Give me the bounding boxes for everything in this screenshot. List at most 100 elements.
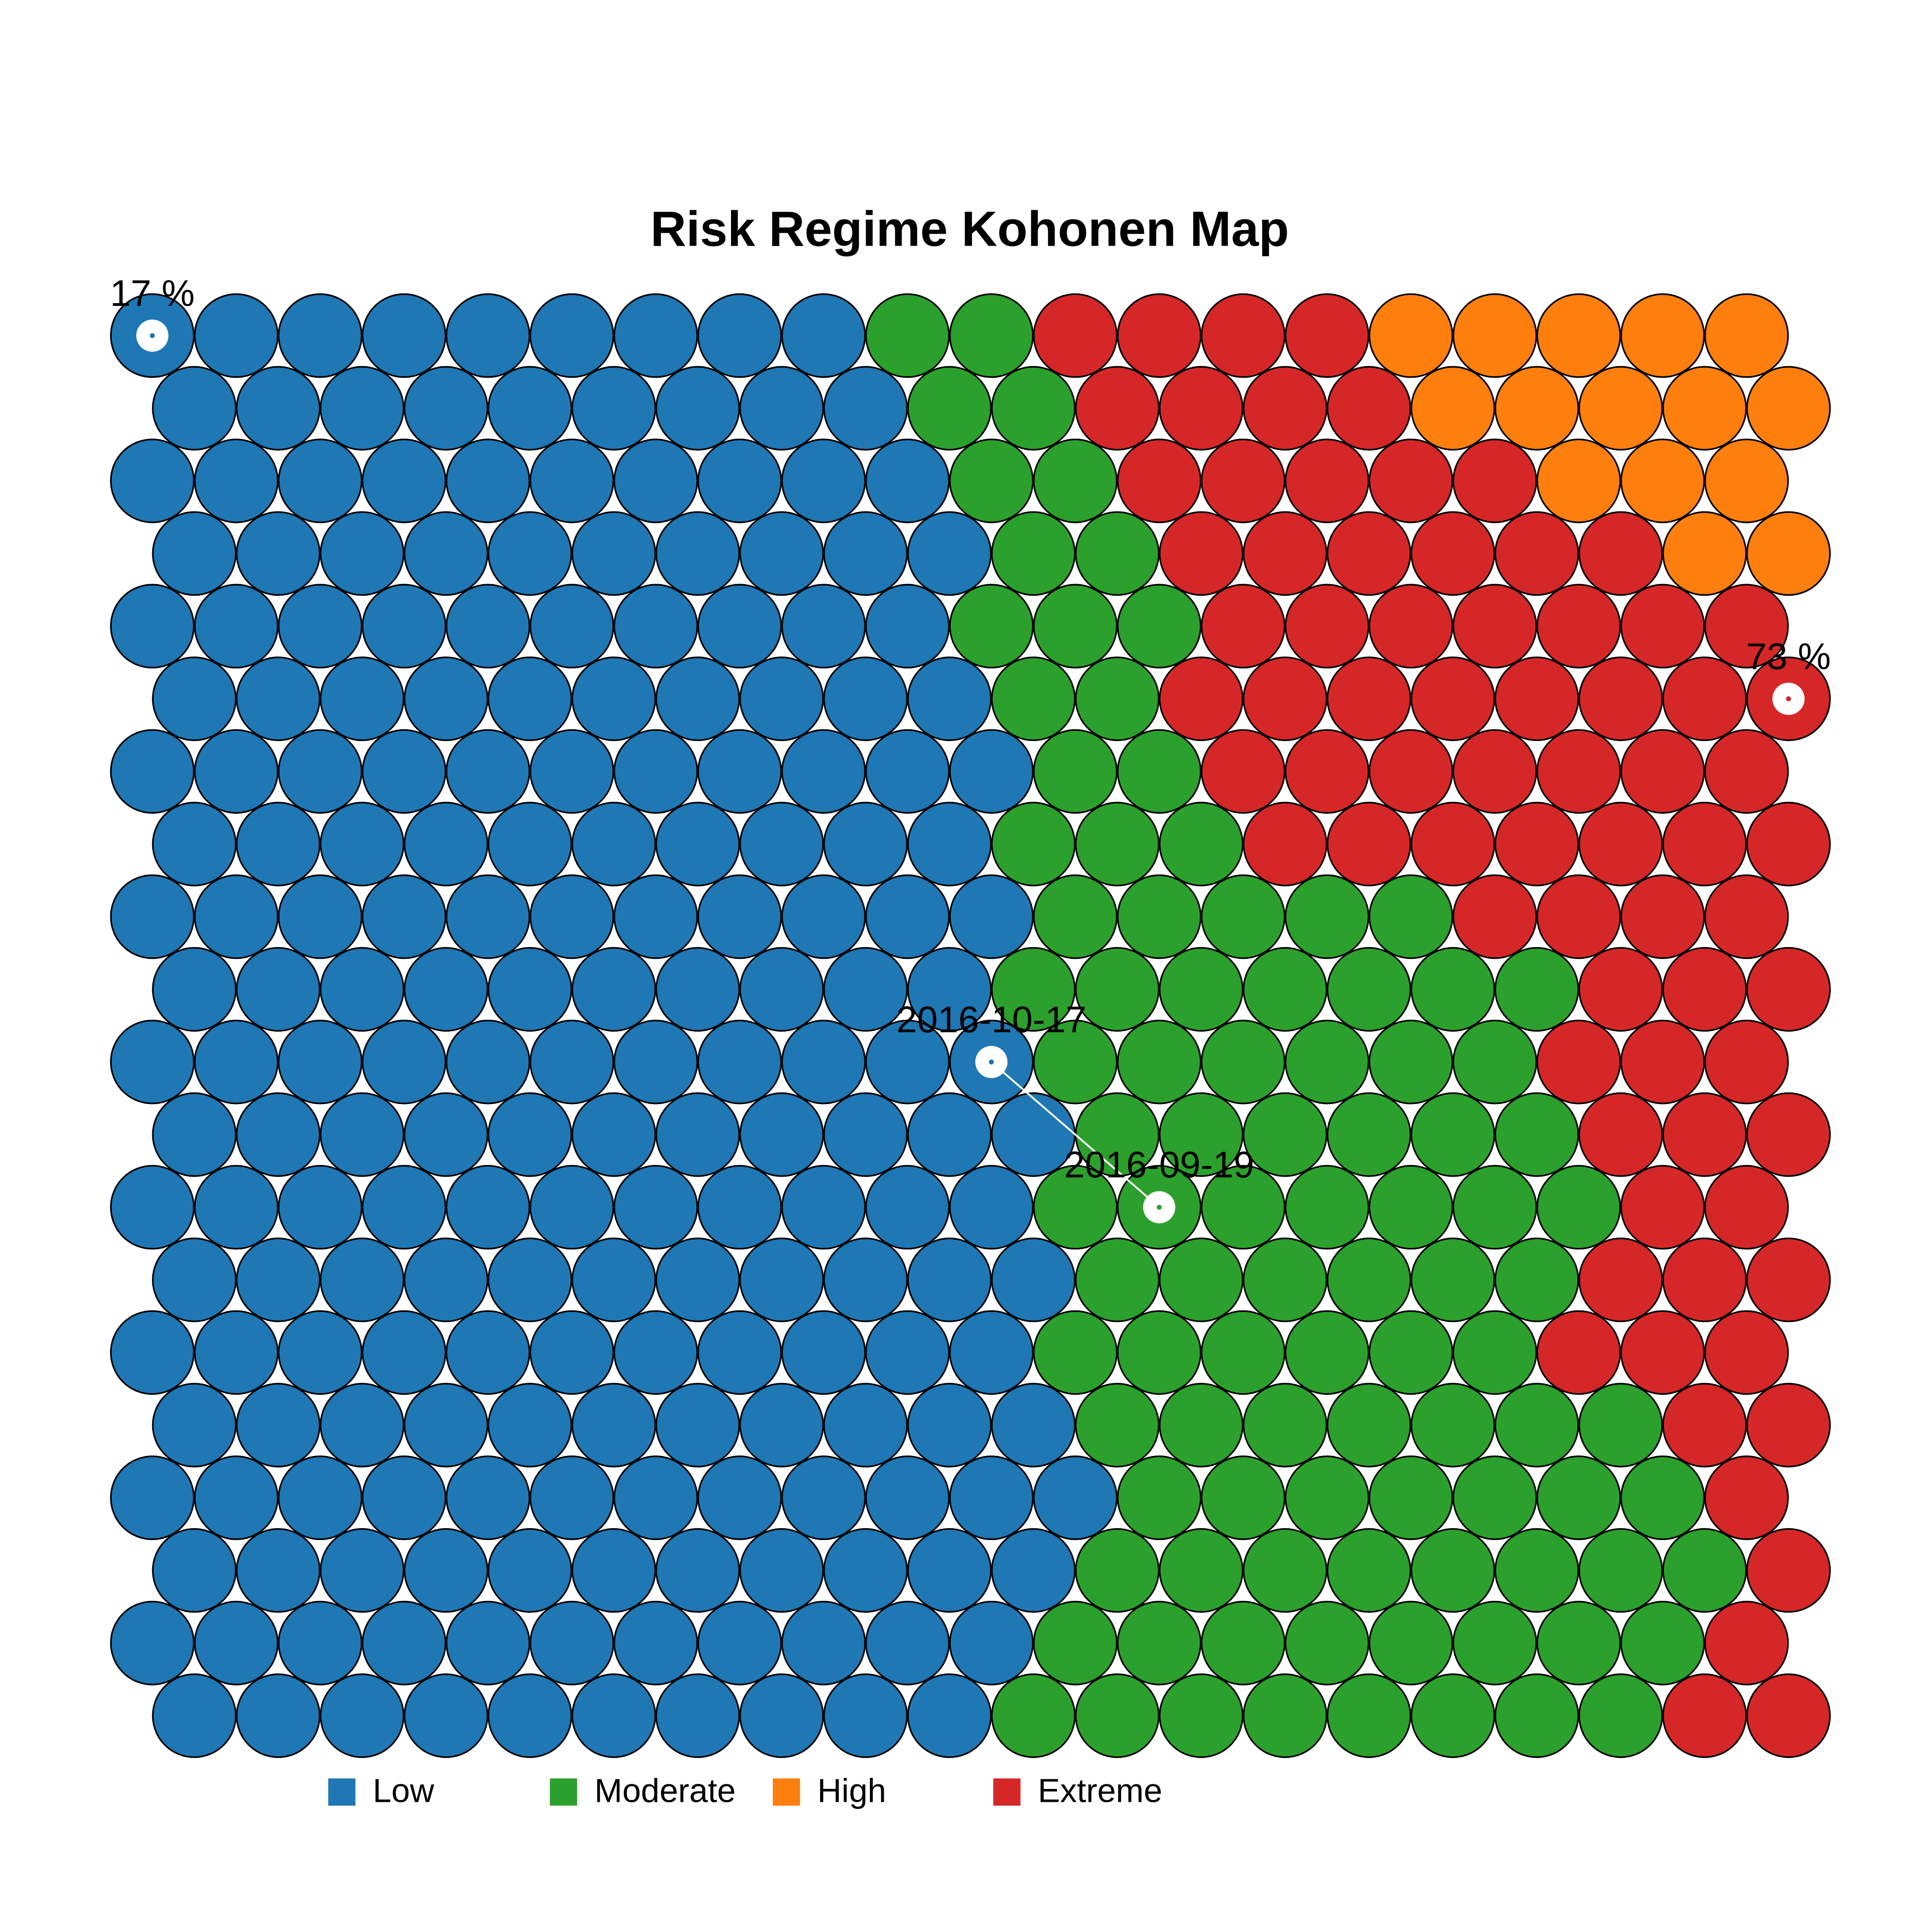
map-cell [362,1600,447,1685]
map-cell [1242,947,1328,1032]
map-cell [1075,366,1160,451]
map-cell [1117,438,1202,523]
map-cell [739,1528,824,1613]
map-cell [1494,1237,1579,1322]
map-cell [1327,366,1411,451]
map-cell [403,1673,489,1758]
map-cell [1327,1237,1411,1322]
map-cell [1368,584,1454,669]
legend-label: Moderate [594,1772,736,1810]
map-cell [949,438,1034,523]
map-cell [1075,656,1160,742]
map-cell [697,1455,782,1541]
map-cell [613,1165,698,1250]
map-cell [236,1092,321,1177]
map-cell [403,511,489,596]
map-cell [1662,366,1747,451]
map-cell [1327,1528,1411,1613]
map-cell [781,1455,866,1541]
map-cell [445,874,530,959]
map-cell [320,1237,405,1322]
legend-label: Extreme [1038,1772,1162,1810]
marker-dot [150,333,155,338]
map-cell [823,1092,908,1177]
map-cell [865,1310,950,1395]
map-cell [110,1165,195,1250]
map-cell [907,947,992,1032]
map-cell [1327,1673,1411,1758]
map-cell [907,656,992,742]
map-cell [655,947,740,1032]
map-cell [1033,1600,1118,1685]
map-cell [1536,1455,1621,1541]
map-cell [655,801,740,886]
map-cell [907,1383,992,1468]
map-cell [907,1673,992,1758]
map-cell [865,1165,950,1250]
map-cell [403,1528,489,1613]
map-cell [1284,584,1369,669]
map-cell [1033,1019,1118,1104]
map-cell [1159,511,1244,596]
map-cell [1327,511,1411,596]
map-cell [278,1455,362,1541]
map-cell [949,1600,1034,1685]
map-cell [194,1310,279,1395]
map-cell [823,366,908,451]
map-cell [110,584,195,669]
map-cell [697,1600,782,1685]
map-cell [1159,1528,1244,1613]
map-cell [1242,1092,1328,1177]
map-cell [1620,874,1705,959]
map-cell [1410,366,1495,451]
map-cell [1746,1673,1831,1758]
map-cell [1746,801,1831,886]
map-cell [1410,801,1495,886]
map-cell [1201,1600,1286,1685]
map-cell [320,801,405,886]
map-cell [1117,1310,1202,1395]
map-cell [529,874,615,959]
map-cell [907,1237,992,1322]
map-cell [362,438,447,523]
map-cell [445,584,530,669]
map-cell [613,874,698,959]
map-cell [1452,874,1537,959]
map-cell [1452,1310,1537,1395]
map-cell [907,801,992,886]
trajectory-line [990,1061,1160,1208]
map-cell [1746,511,1831,596]
marker-dot [1156,1205,1162,1210]
map-cell [781,1019,866,1104]
map-cell [488,366,572,451]
map-cell [1410,656,1495,742]
map-cell [697,729,782,814]
map-cell [1494,1528,1579,1613]
map-cell [613,438,698,523]
map-cell [152,947,237,1032]
legend-label: High [817,1772,886,1810]
map-cell [991,656,1076,742]
map-grid [110,293,1831,1758]
map-cell [907,511,992,596]
map-cell [1536,1600,1621,1685]
map-cell [488,801,572,886]
map-cell [1117,584,1202,669]
map-cell [1704,1455,1789,1541]
map-cell [697,1165,782,1250]
map-cell [739,511,824,596]
map-cell [739,1673,824,1758]
map-cell [823,1673,908,1758]
map-cell [362,874,447,959]
map-cell [1368,1165,1454,1250]
map-cell [1494,656,1579,742]
map-cell [991,511,1076,596]
map-cell [571,947,656,1032]
map-cell [194,874,279,959]
map-cell [403,801,489,886]
map-cell [781,1310,866,1395]
map-cell [445,438,530,523]
map-cell [1117,1019,1202,1104]
map-cell [655,656,740,742]
map-cell [1746,1237,1831,1322]
